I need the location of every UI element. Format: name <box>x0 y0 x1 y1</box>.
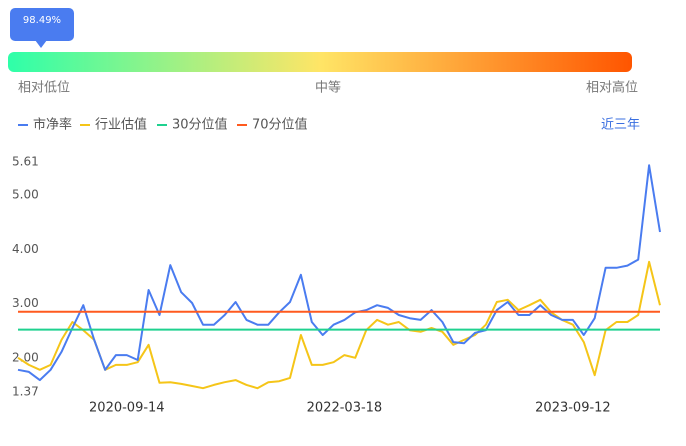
x-tick-label: 2023-09-12 <box>535 401 611 416</box>
y-tick-label: 4.00 <box>12 242 39 256</box>
tooltip-pointer <box>35 40 47 48</box>
gauge-low-label: 相对低位 <box>18 81 70 96</box>
x-tick-label: 2022-03-18 <box>307 401 383 416</box>
legend-label: 30分位值 <box>172 117 228 133</box>
y-tick-label: 5.61 <box>12 155 39 169</box>
series-line <box>17 260 661 390</box>
y-tick-label: 2.00 <box>12 350 39 364</box>
y-tick-label: 5.00 <box>12 188 39 202</box>
gauge-high-label: 相对高位 <box>586 80 638 96</box>
y-tick-label: 3.00 <box>12 296 39 310</box>
legend-label: 行业估值 <box>95 117 147 133</box>
tooltip-box <box>10 8 74 41</box>
tooltip-text: 98.49% <box>23 15 61 26</box>
gauge-mid-label: 中等 <box>315 80 341 96</box>
legend-label: 70分位值 <box>252 117 308 133</box>
legend-label: 市净率 <box>33 117 72 133</box>
x-tick-label: 2020-09-14 <box>89 401 165 416</box>
range-button[interactable]: 近三年 <box>601 118 640 133</box>
y-tick-label: 1.37 <box>12 385 39 399</box>
tooltip: 98.49% <box>10 8 74 48</box>
series-line <box>17 164 661 382</box>
gauge-bar <box>8 52 632 72</box>
